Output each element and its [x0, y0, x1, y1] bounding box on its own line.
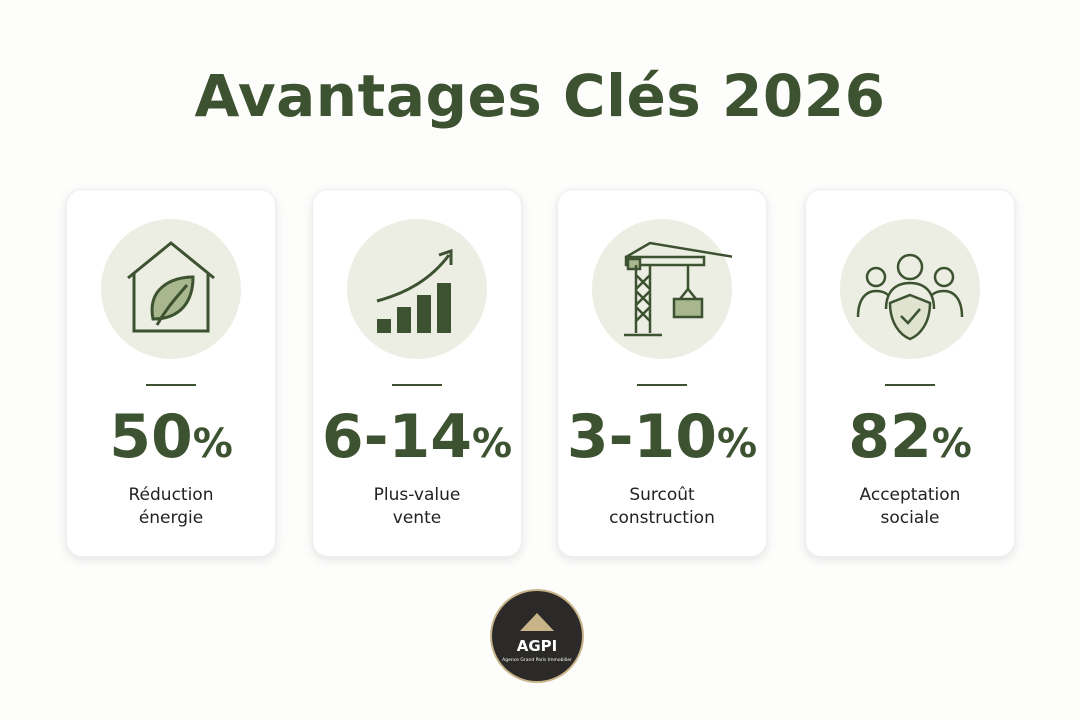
- value: 82%: [806, 402, 1014, 472]
- logo-name: AGPI: [516, 637, 558, 655]
- value-number: 6-14: [321, 402, 473, 472]
- value-number: 3-10: [566, 402, 718, 472]
- label-line: Plus-value: [373, 485, 461, 505]
- icon-disc: [840, 219, 980, 359]
- growth-icon: [376, 248, 453, 333]
- value-unit: %: [717, 421, 758, 467]
- logo-roof: [520, 613, 554, 631]
- value: 6-14%: [313, 402, 521, 472]
- value-unit: %: [192, 421, 233, 467]
- logo-tagline: Agence Grand Paris Immobilier: [502, 658, 572, 663]
- house-leaf-icon: [127, 241, 215, 333]
- icon-disc: [101, 219, 241, 359]
- logo: AGPI Agence Grand Paris Immobilier: [490, 589, 584, 683]
- value-number: 50: [109, 402, 193, 472]
- divider: [637, 384, 687, 386]
- divider: [146, 384, 196, 386]
- label: Réduction énergie: [67, 484, 275, 530]
- value-unit: %: [931, 421, 972, 467]
- label-line: Acceptation: [859, 485, 961, 505]
- people-shield-icon: [856, 253, 964, 341]
- card: 3-10% Surcoût construction: [557, 189, 767, 557]
- crane-icon: [624, 241, 732, 337]
- label-line: Réduction: [128, 485, 214, 505]
- value-unit: %: [472, 421, 513, 467]
- card: 50% Réduction énergie: [66, 189, 276, 557]
- value: 3-10%: [558, 402, 766, 472]
- card: 6-14% Plus-value vente: [312, 189, 522, 557]
- label-line: sociale: [880, 508, 940, 528]
- value-number: 82: [848, 402, 932, 472]
- title: Avantages Clés 2026: [194, 62, 886, 130]
- label: Surcoût construction: [558, 484, 766, 530]
- icon-disc: [592, 219, 732, 359]
- divider: [885, 384, 935, 386]
- label-line: Surcoût: [629, 485, 695, 505]
- divider: [392, 384, 442, 386]
- label-line: énergie: [138, 508, 204, 528]
- label: Acceptation sociale: [806, 484, 1014, 530]
- label-line: construction: [609, 508, 715, 528]
- card: 82% Acceptation sociale: [805, 189, 1015, 557]
- label: Plus-value vente: [313, 484, 521, 530]
- label-line: vente: [392, 508, 442, 528]
- value: 50%: [67, 402, 275, 472]
- icon-disc: [347, 219, 487, 359]
